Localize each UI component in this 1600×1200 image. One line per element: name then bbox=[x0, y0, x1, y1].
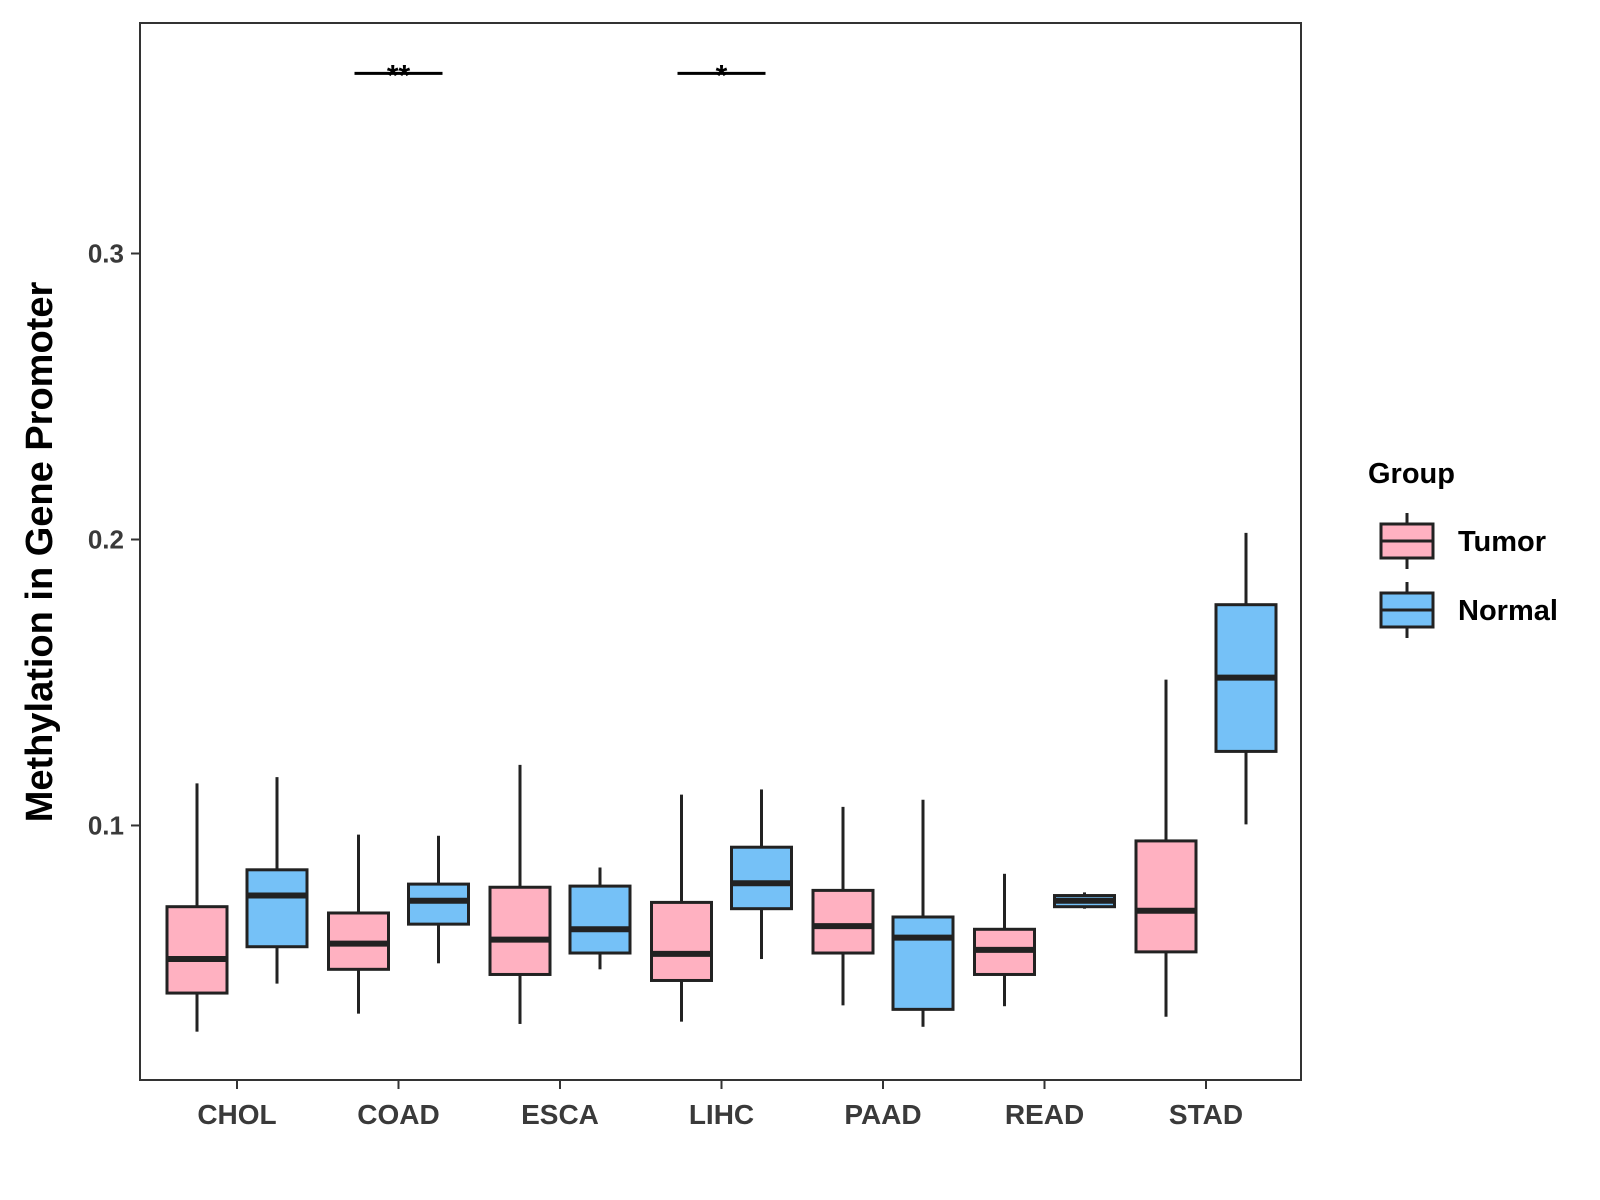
box-normal-lihc bbox=[730, 789, 793, 960]
box-normal-read bbox=[1053, 892, 1116, 909]
significance-label: ** bbox=[387, 59, 411, 92]
x-tick-label: READ bbox=[1005, 1099, 1084, 1130]
box-tumor-coad bbox=[327, 834, 390, 1014]
x-tick-label: PAAD bbox=[844, 1099, 921, 1130]
y-tick-label: 0.1 bbox=[88, 810, 124, 840]
box-body bbox=[488, 885, 552, 976]
y-axis-title: Methylation in Gene Promoter bbox=[19, 282, 61, 823]
legend-label: Tumor bbox=[1458, 526, 1546, 558]
significance-label: * bbox=[716, 59, 728, 92]
box-tumor-paad bbox=[811, 806, 875, 1006]
box-normal-esca bbox=[568, 867, 632, 970]
box-body bbox=[730, 845, 793, 911]
box-body bbox=[165, 905, 229, 995]
x-axis: CHOL COAD ESCA LIHC PAAD READ STAD bbox=[197, 1080, 1243, 1130]
legend-label: Normal bbox=[1458, 595, 1558, 627]
box-normal-chol bbox=[245, 777, 309, 984]
plot-panel bbox=[139, 22, 1302, 1081]
box-tumor-lihc bbox=[650, 794, 713, 1022]
significance-annotations: ** * bbox=[354, 59, 766, 92]
box-body bbox=[811, 888, 875, 955]
box-normal-stad bbox=[1214, 532, 1278, 825]
x-tick-label: ESCA bbox=[521, 1099, 599, 1130]
box-tumor-esca bbox=[488, 764, 552, 1024]
x-tick-label: LIHC bbox=[689, 1099, 754, 1130]
box-body bbox=[650, 900, 713, 982]
box-body bbox=[1134, 839, 1198, 954]
y-tick-label: 0.2 bbox=[88, 524, 124, 554]
box-body bbox=[245, 868, 309, 949]
box-body bbox=[568, 884, 632, 955]
box-body bbox=[407, 882, 470, 926]
x-tick-label: COAD bbox=[357, 1099, 439, 1130]
box-tumor-chol bbox=[165, 783, 229, 1032]
box-marks bbox=[165, 532, 1278, 1032]
legend-title: Group bbox=[1368, 458, 1455, 490]
legend: Group Tumor Normal bbox=[1368, 458, 1558, 638]
legend-key-normal: Normal bbox=[1379, 582, 1558, 638]
box-tumor-stad bbox=[1134, 679, 1198, 1017]
legend-key-tumor: Tumor bbox=[1379, 513, 1546, 569]
box-normal-coad bbox=[407, 835, 470, 964]
x-tick-label: CHOL bbox=[197, 1099, 276, 1130]
x-tick-label: STAD bbox=[1169, 1099, 1243, 1130]
box-body bbox=[891, 915, 955, 1011]
box-normal-paad bbox=[891, 799, 955, 1027]
y-tick-label: 0.3 bbox=[88, 239, 124, 269]
y-axis: 0.1 0.2 0.3 bbox=[88, 239, 140, 840]
box-tumor-read bbox=[973, 873, 1036, 1007]
